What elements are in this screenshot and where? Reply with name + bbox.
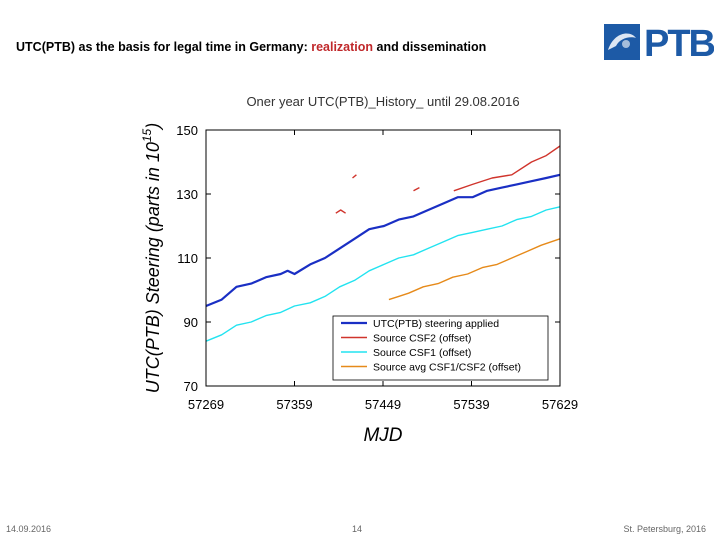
series-line-source-csf2-offset-3 [453, 145, 561, 192]
footer-date: 14.09.2016 [6, 524, 52, 534]
x-tick-label: 57629 [542, 397, 578, 412]
slide-title-suffix: and dissemination [373, 40, 487, 54]
y-tick-label: 110 [177, 251, 198, 266]
y-tick-label: 90 [184, 315, 198, 330]
axis-ticks: 57269 57359 57449 57539 57629 70 90 110 130 150 [176, 123, 578, 412]
legend: UTC(PTB) steering applied Source CSF2 (of… [332, 315, 549, 381]
x-tick-label: 57269 [188, 397, 224, 412]
y-tick-label: 150 [176, 123, 198, 138]
x-axis-label: MJD [363, 425, 402, 446]
y-tick-label: 130 [176, 187, 198, 202]
ptb-logo-mark [604, 24, 640, 60]
slide-title-prefix: UTC(PTB) as the basis for legal time in … [16, 40, 312, 54]
ptb-logo-text: PTB [644, 23, 714, 65]
chart-title: Oner year UTC(PTB)_History_ until 29.08.… [246, 94, 519, 109]
series-line-utc-ptb-steering-applied-0 [205, 173, 561, 308]
y-axis-label-close: ) [143, 123, 163, 131]
y-axis-label-exp: 15 [140, 128, 154, 142]
ptb-logo: PTB [604, 22, 714, 66]
plot-lines [205, 145, 561, 342]
x-tick-label: 57359 [276, 397, 312, 412]
slide-title-highlight: realization [311, 40, 374, 54]
series-line-source-csf2-offset-0 [335, 209, 346, 214]
legend-label: UTC(PTB) steering applied [373, 318, 499, 330]
legend-label: Source CSF2 (offset) [373, 333, 471, 345]
footer-location: St. Petersburg, 2016 [623, 524, 706, 534]
legend-box [332, 315, 549, 381]
footer-page-number: 14 [352, 524, 363, 534]
series-line-source-csf2-offset-1 [352, 174, 357, 179]
legend-label: Source avg CSF1/CSF2 (offset) [373, 362, 521, 374]
x-tick-label: 57539 [453, 397, 489, 412]
y-tick-label: 70 [184, 379, 198, 394]
x-tick-label: 57449 [365, 397, 401, 412]
legend-label: Source CSF1 (offset) [373, 347, 471, 359]
series-line-source-csf2-offset-2 [413, 186, 420, 192]
y-axis-label: UTC(PTB) Steering (parts in 1015) [140, 123, 163, 393]
y-axis-label-main: UTC(PTB) Steering (parts in 10 [143, 142, 163, 393]
slide-title: UTC(PTB) as the basis for legal time in … [16, 40, 486, 54]
series-line-source-csf1-offset-0 [205, 206, 561, 342]
series-line-source-avg-csf1-csf2-offset-0 [388, 238, 561, 301]
